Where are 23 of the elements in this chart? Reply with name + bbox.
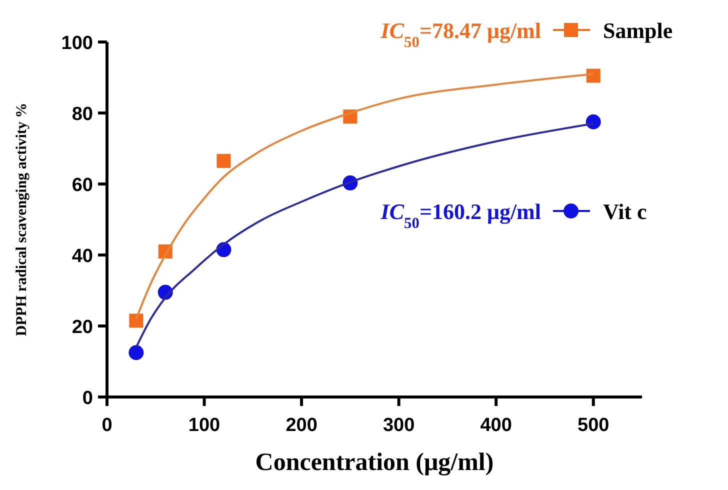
x-tick-label: 100 [188, 415, 220, 436]
point [128, 345, 144, 360]
point [129, 314, 144, 328]
x-axis-title: Concentration (μg/ml) [255, 449, 494, 476]
legend-label: Sample [603, 18, 673, 43]
x-tick-label: 500 [578, 415, 610, 436]
y-tick-label: 80 [72, 104, 93, 125]
y-axis-title: DPPH radical scavenging activity % [14, 102, 30, 336]
y-tick-label: 0 [82, 388, 93, 409]
point [586, 114, 601, 130]
annotation: IC$_{50}$=78.47 μg/ml [380, 18, 541, 50]
y-tick-label: 100 [61, 33, 93, 54]
x-tick-label: 300 [382, 415, 415, 436]
x-tick-label: 400 [480, 415, 512, 436]
x-tick-label: 0 [102, 415, 112, 436]
x-tick-label: 200 [286, 415, 318, 436]
point [216, 154, 231, 168]
y-tick-label: 20 [72, 317, 93, 338]
legend-label: Vit c [603, 199, 648, 224]
y-tick-label: 40 [72, 246, 93, 267]
y-tick-label: 60 [72, 175, 93, 196]
annotation: IC$_{50}$=160.2 μg/ml [380, 199, 541, 232]
point [586, 68, 600, 83]
